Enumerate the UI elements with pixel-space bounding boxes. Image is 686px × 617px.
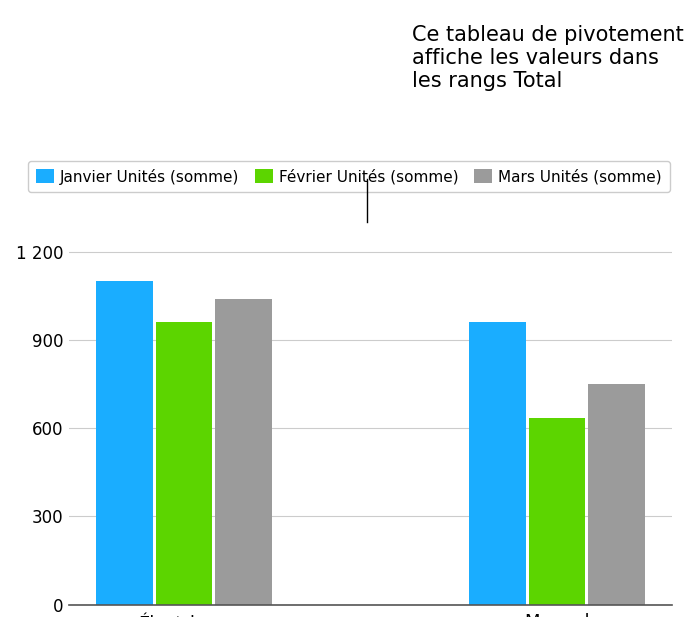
Bar xyxy=(529,418,585,605)
Legend: Janvier Unités (somme), Février Unités (somme), Mars Unités (somme): Janvier Unités (somme), Février Unités (… xyxy=(28,161,670,192)
Bar xyxy=(589,384,645,605)
Bar xyxy=(215,299,272,605)
Bar xyxy=(469,322,526,605)
Text: Ce tableau de pivotement
affiche les valeurs dans
les rangs Total: Ce tableau de pivotement affiche les val… xyxy=(412,25,683,91)
Bar xyxy=(156,322,212,605)
Bar xyxy=(96,281,152,605)
